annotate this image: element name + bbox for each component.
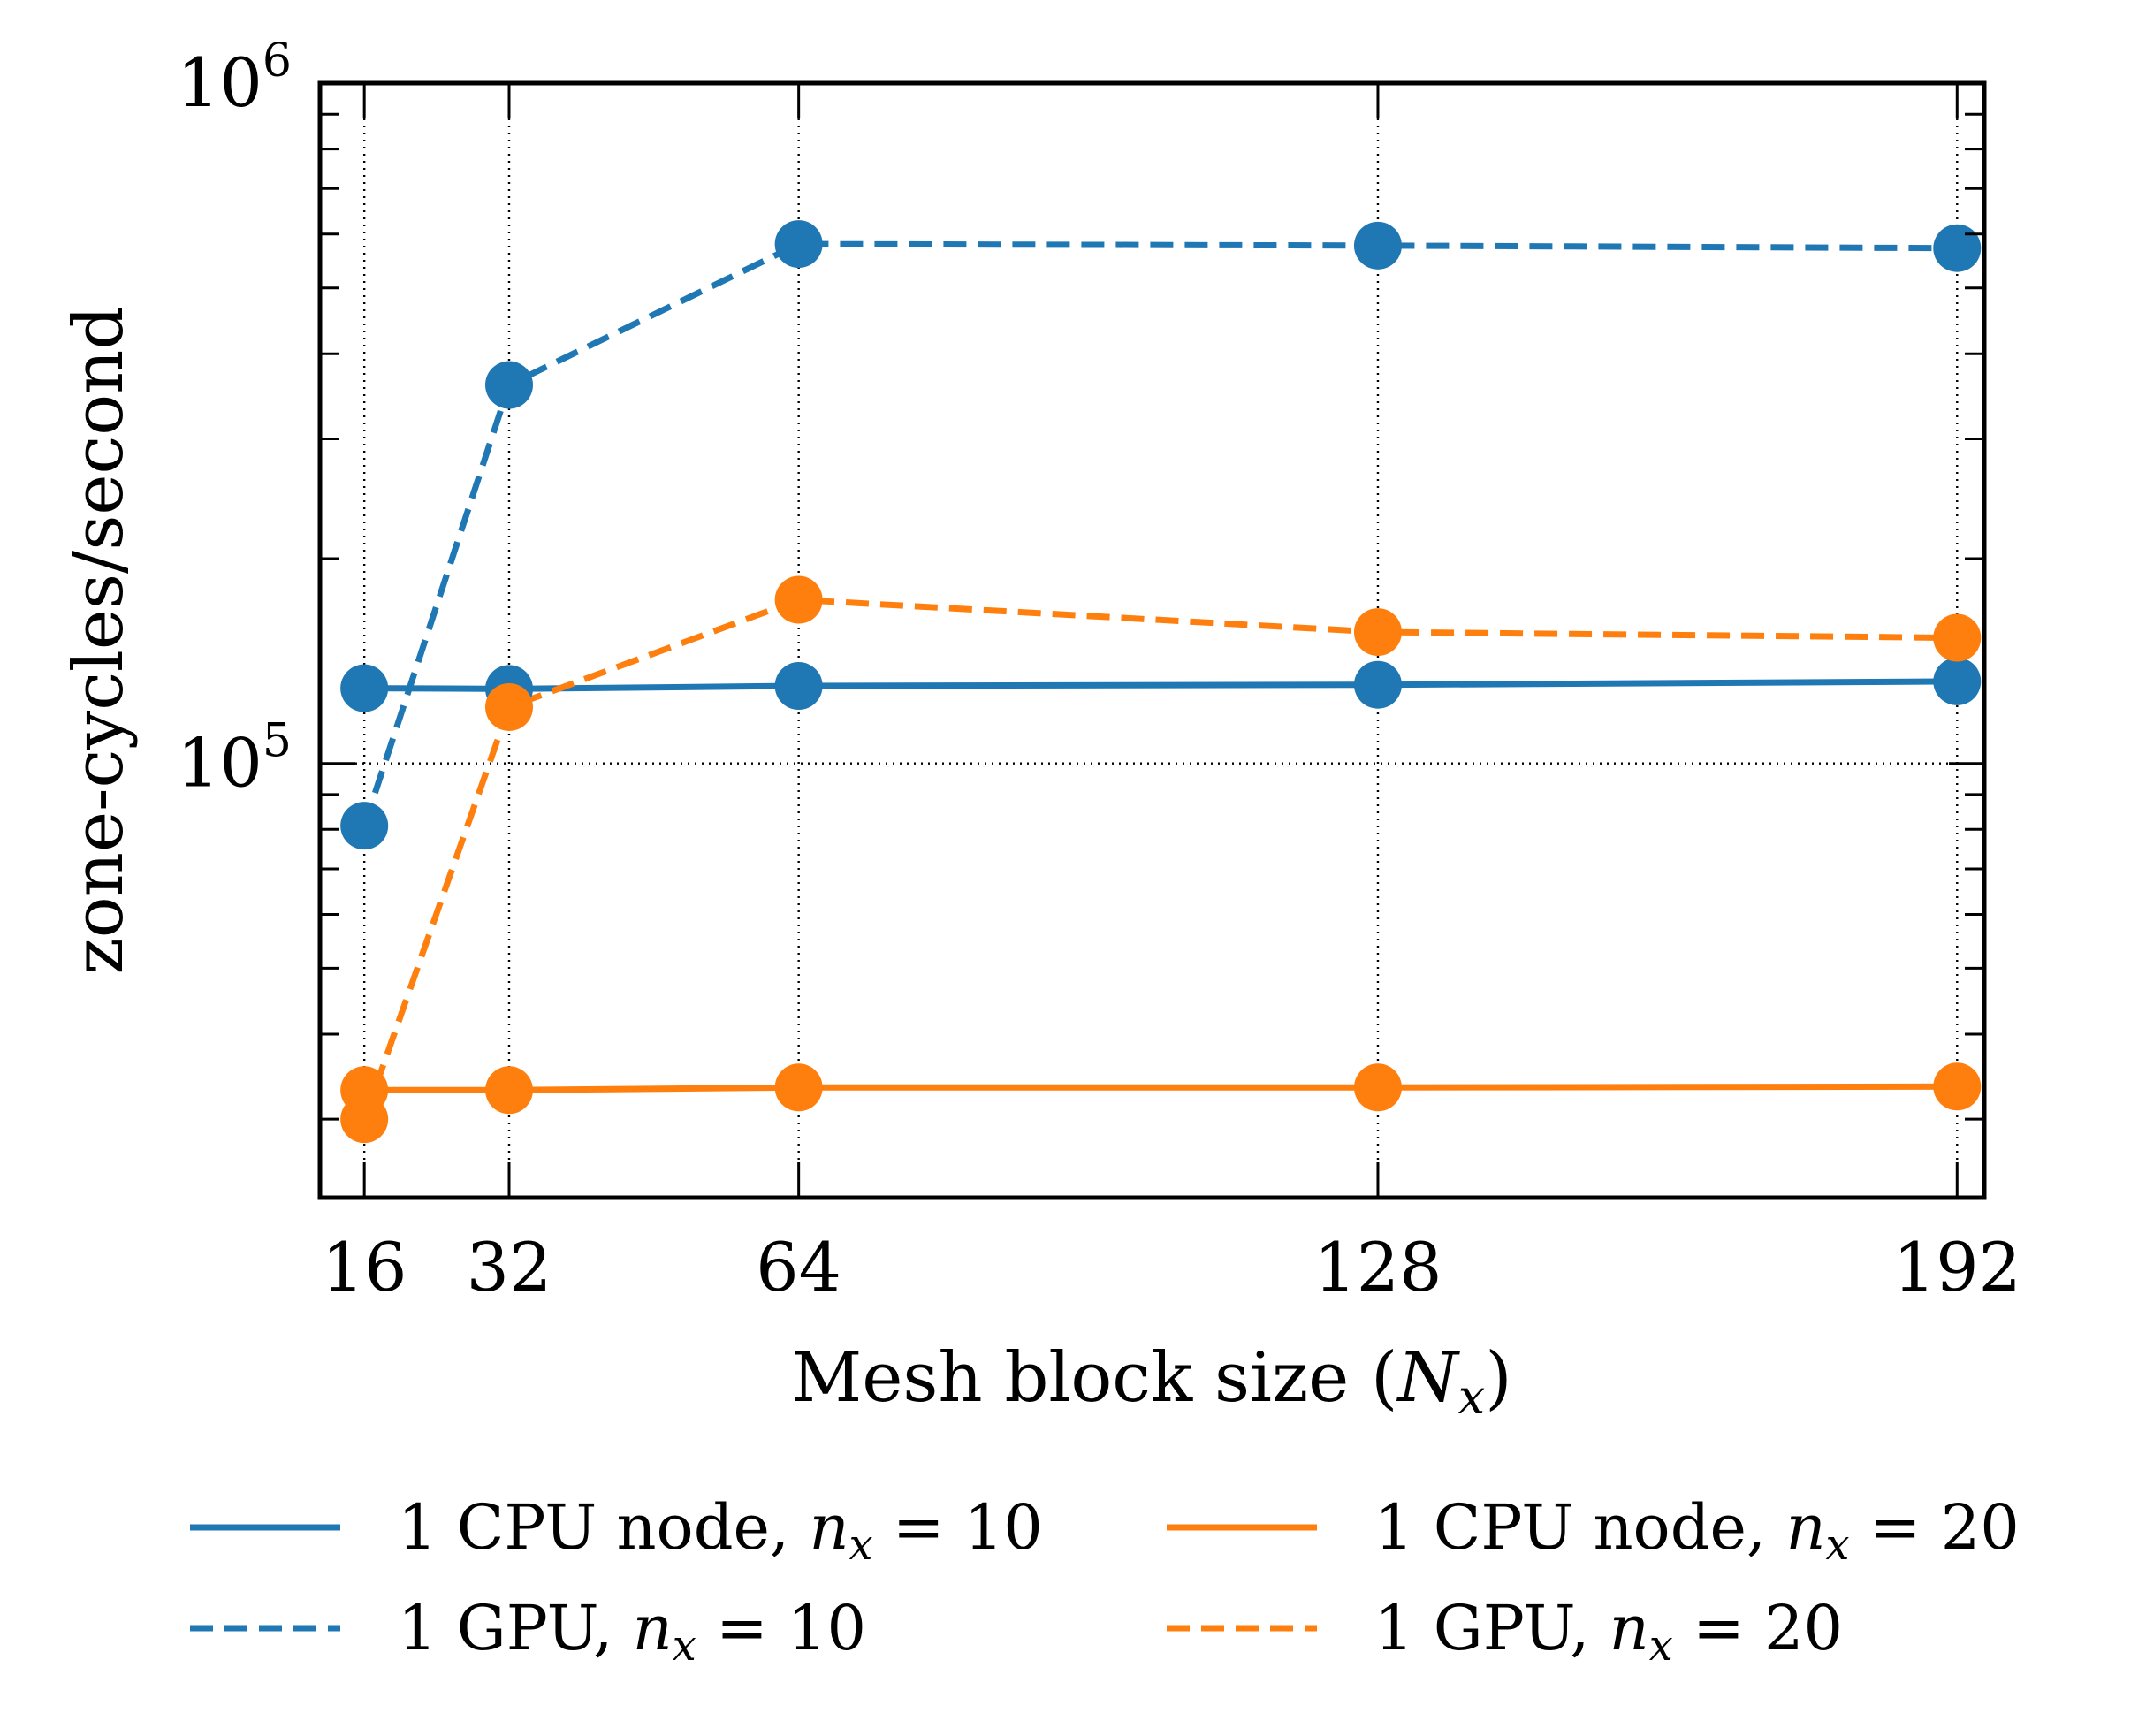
y-axis-title: zone-cycles/second [59, 306, 139, 975]
legend-label: 1 GPU, nx = 20 [1374, 1592, 1843, 1671]
series-point-0-0 [340, 664, 389, 712]
legend: 1 CPU node, nx = 10 1 GPU, nx = 10 1 CPU n… [190, 1491, 2020, 1671]
series-point-2-1 [485, 1066, 534, 1115]
series-point-3-0 [340, 1095, 389, 1144]
series-point-3-3 [1353, 608, 1402, 657]
series-point-3-1 [485, 682, 534, 731]
tick-layer [320, 81, 1984, 1198]
x-tick-label: 16 [322, 1228, 407, 1306]
series-point-3-4 [1933, 613, 1982, 662]
x-tick-label: 32 [467, 1228, 552, 1306]
x-tick-label: 128 [1313, 1228, 1442, 1306]
series-point-3-2 [774, 575, 823, 624]
x-tick-label: 64 [756, 1228, 841, 1306]
series-line-3 [361, 597, 1958, 1121]
legend-label: 1 GPU, nx = 10 [398, 1592, 866, 1671]
series-point-1-4 [1933, 224, 1982, 272]
series-line-1 [361, 240, 1958, 827]
series-point-0-3 [1353, 660, 1402, 709]
x-axis-title: Mesh block size (Nx) [791, 1338, 1511, 1425]
series-point-2-4 [1933, 1062, 1982, 1111]
legend-label: 1 CPU node, nx = 20 [1374, 1491, 2020, 1570]
series-point-2-3 [1353, 1063, 1402, 1112]
series-line-2 [364, 1083, 1958, 1093]
series-point-2-2 [774, 1063, 823, 1112]
x-tick-label: 192 [1893, 1228, 2021, 1306]
series-point-1-1 [485, 361, 534, 409]
legend-label: 1 CPU node, nx = 10 [398, 1491, 1043, 1570]
grid-layer [320, 83, 1984, 1198]
series-point-0-2 [774, 662, 823, 711]
series-point-0-4 [1933, 657, 1982, 705]
legend-item: 1 CPU node, nx = 10 [190, 1491, 1043, 1570]
series-line-0 [364, 678, 1958, 692]
legend-item: 1 CPU node, nx = 20 [1167, 1491, 2020, 1570]
series-layer [340, 220, 1982, 1144]
series-point-1-2 [774, 220, 823, 269]
series-point-1-3 [1353, 221, 1402, 270]
series-point-1-0 [340, 802, 389, 850]
legend-item: 1 GPU, nx = 10 [190, 1592, 866, 1671]
legend-item: 1 GPU, nx = 20 [1167, 1592, 1843, 1671]
plot-frame [317, 80, 1987, 1200]
y-tick-label: 105 [177, 715, 292, 803]
y-tick-label: 106 [177, 34, 292, 122]
label-layer: 16 32 64 128 192 105 106 [177, 34, 2021, 1306]
